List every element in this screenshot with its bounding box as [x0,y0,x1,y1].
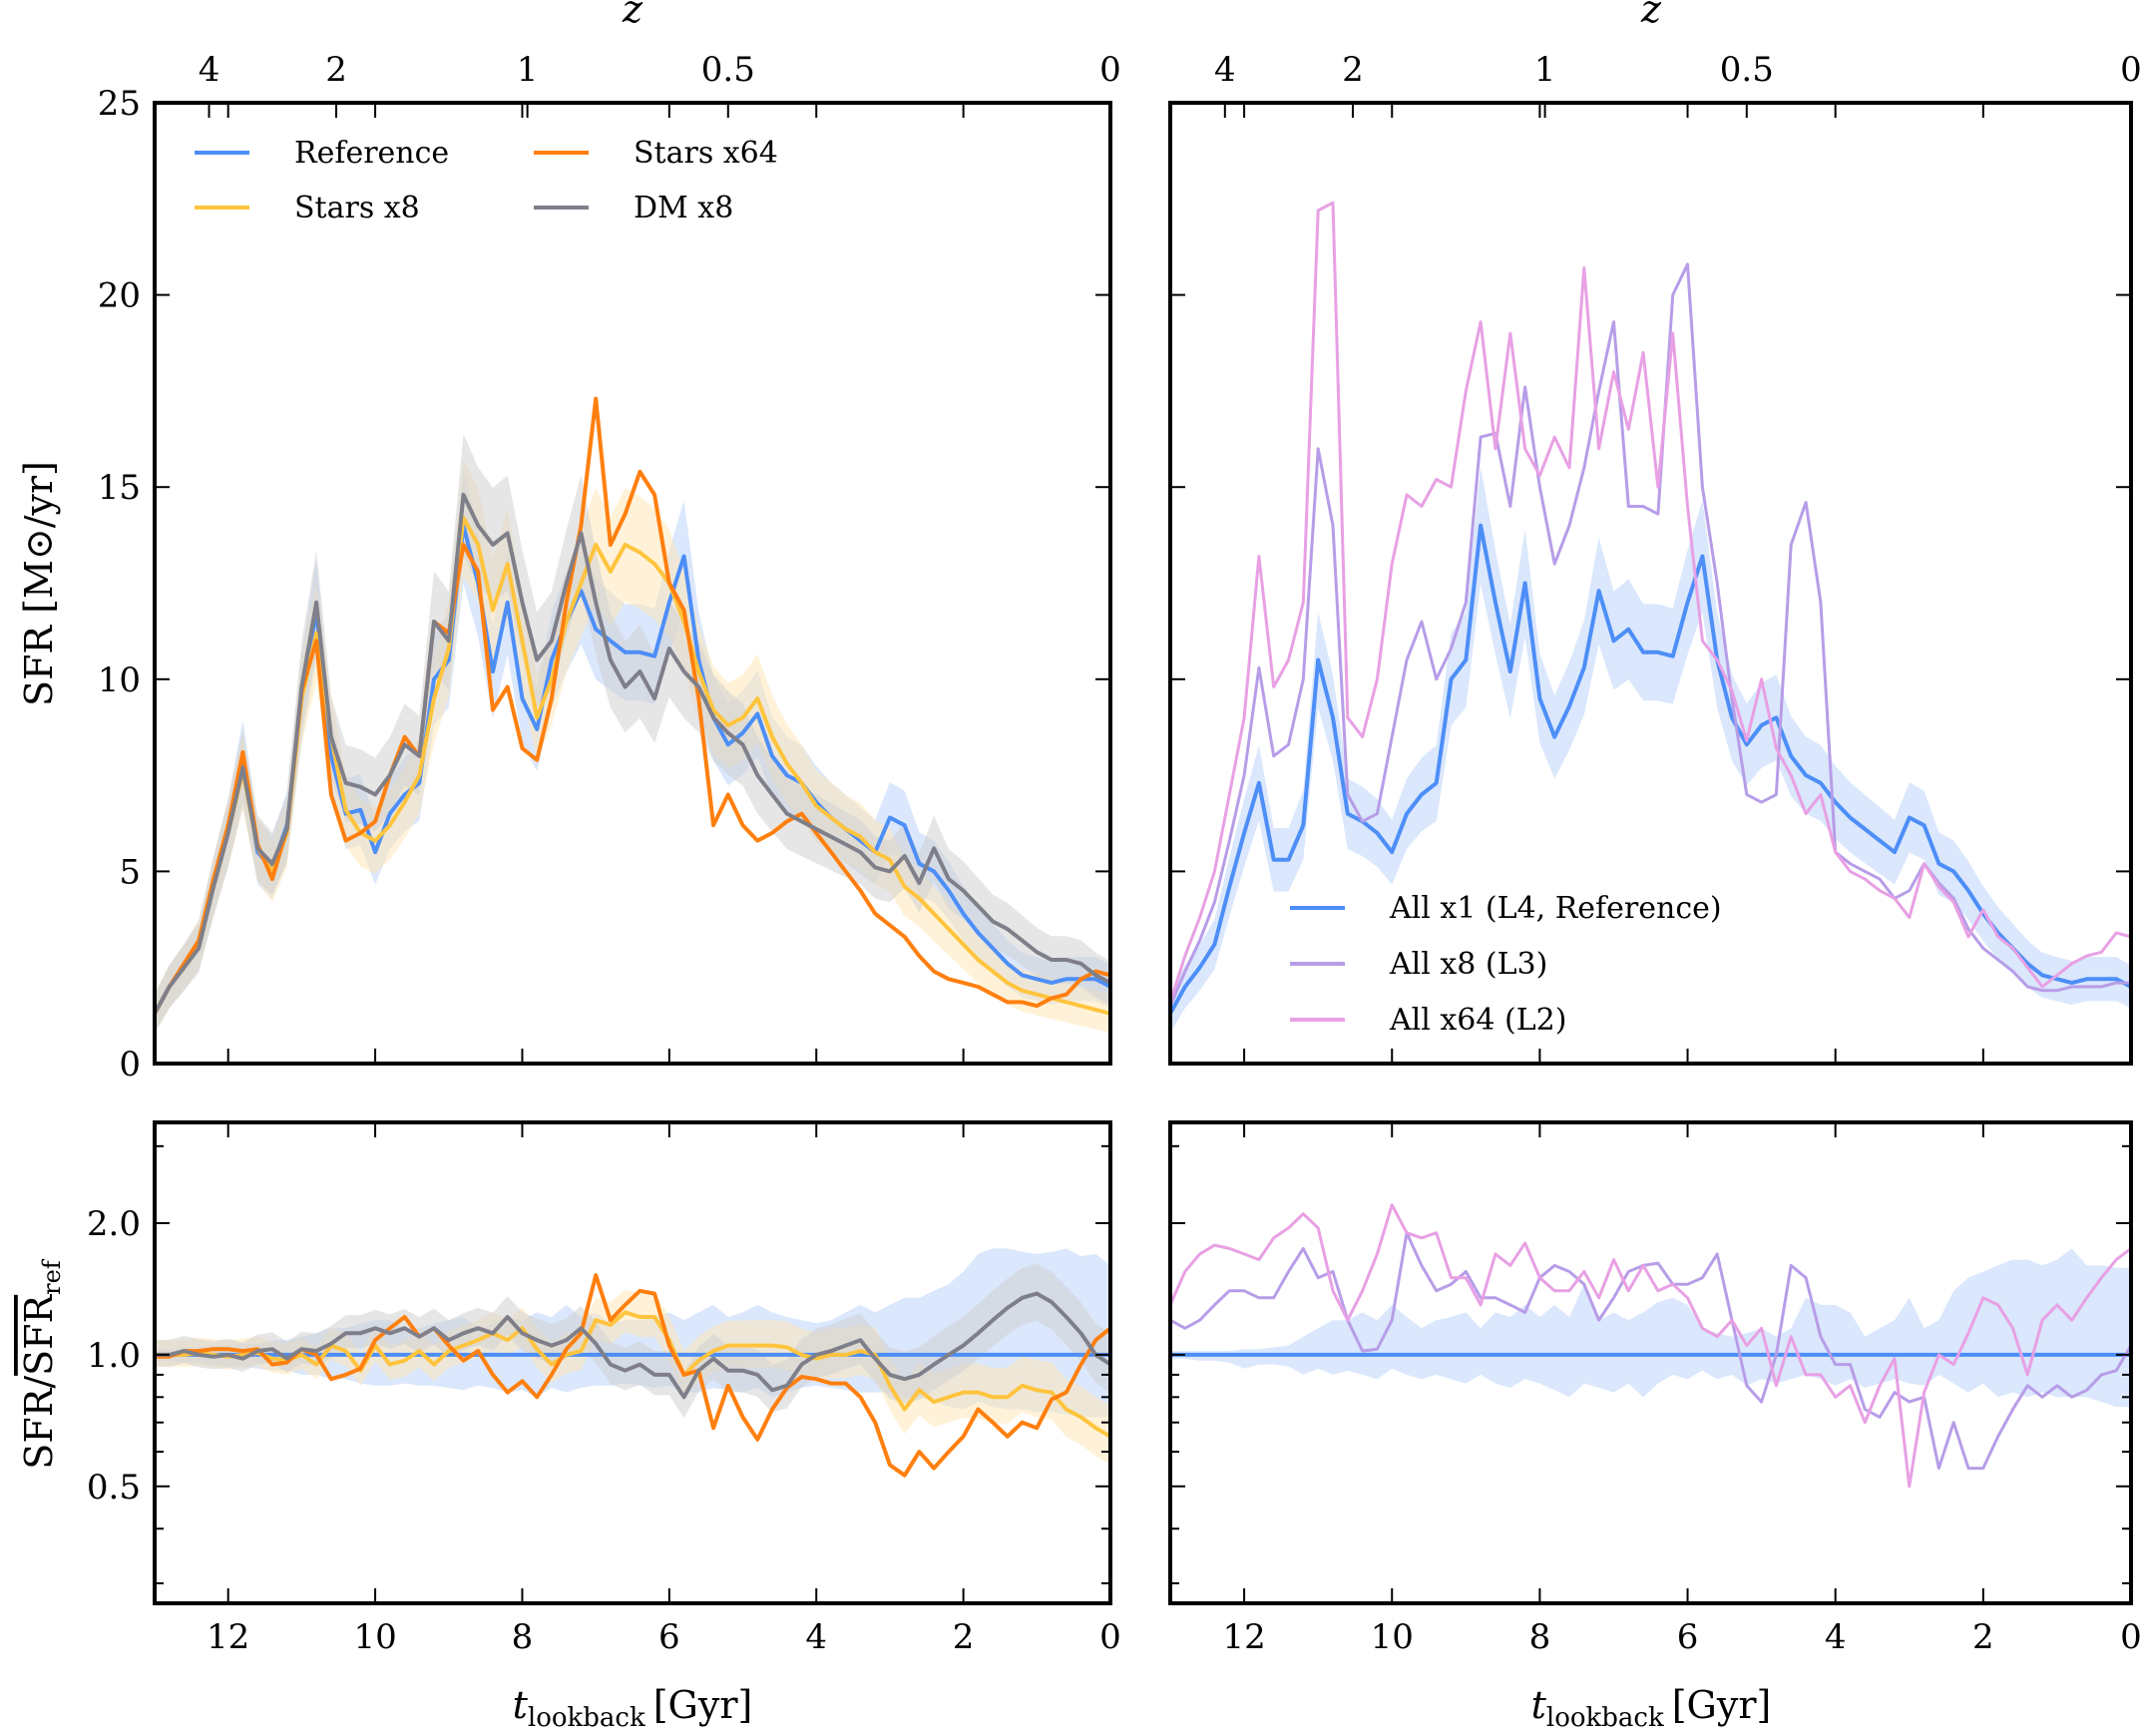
x-tick-label: 12 [1222,1617,1265,1657]
legend-label: DM x8 [634,191,733,225]
axes-frame [153,1120,1112,1605]
band-all-x1-l4-reference- [1170,467,2131,1034]
legend-label: Stars x8 [294,191,420,225]
legend: Reference Stars x8 Stars x64 DM x8 [195,136,778,225]
top-axis-label-left: z [622,0,643,31]
x-tick-label: 0 [1099,1617,1121,1657]
legend-item: Stars x64 [534,136,778,171]
svg-text:tlookback[Gyr]: tlookback [Gyr] [513,1683,753,1733]
x-tick-label: 8 [512,1617,534,1657]
band-stars-x8 [155,458,1110,1034]
x-tick-label: 12 [207,1617,249,1657]
axes-frame [1168,1120,2133,1605]
x-axis-label-left: tlookback [Gyr] [513,1683,753,1733]
y-tick-label: 25 [98,84,141,124]
y-label-denominator: SFR [17,1293,61,1375]
axes-frame [153,101,1112,1066]
legend-item: All x1 (L4, Reference) [1290,891,1722,926]
x-tick-label: 10 [1371,1617,1414,1657]
y-axis-label-bottom: SFR/SFRref [17,1258,66,1470]
band-dm-x8 [155,433,1110,1034]
z-tick-label: 4 [199,50,220,90]
legend-label: Stars x64 [634,136,778,171]
z-tick-label: 0.5 [1720,50,1774,90]
x-tick-label: 2 [1972,1617,1994,1657]
x-tick-label: 4 [1825,1617,1847,1657]
x-tick-label: 0 [2120,1617,2141,1657]
y-tick-label: 20 [98,276,141,316]
x-tick-label: 4 [805,1617,827,1657]
legend-item: All x8 (L3) [1290,947,1547,982]
y-tick-label: 10 [98,660,141,700]
series-line-all-x64-l2- [1170,201,2131,1003]
x-label-sub: lookback [1546,1703,1664,1733]
y-axis-label-bottom-text: SFR/SFRref [17,1258,66,1470]
band-dm-x8 [155,1263,1110,1419]
z-tick-label: 1 [517,50,539,90]
x-label-sub: lookback [528,1703,645,1733]
legend-item: Reference [195,136,449,171]
z-tick-label: 4 [1214,50,1236,90]
panel-top-right: 4 2 1 0.5 0 All x1 (L4, Reference) All x8 (L3)… [1168,50,2141,1066]
series-line-all-x8-l3- [1170,1231,2131,1471]
legend-item: DM x8 [534,191,733,225]
y-label-numerator: SFR/ [17,1376,61,1470]
y-tick-label: 2.0 [87,1204,141,1244]
x-tick-label: 8 [1529,1617,1551,1657]
panel-bottom-right: 12 10 8 6 4 2 0 [1168,1120,2141,1657]
plot-area [1170,1203,2131,1489]
plot-area [155,396,1110,1034]
series-line-stars-x64 [155,1273,1110,1478]
legend-label: All x8 (L3) [1389,947,1547,982]
legend-label: Reference [294,136,449,171]
z-tick-label: 0.5 [701,50,755,90]
legend-item: Stars x8 [195,191,420,225]
series-line-stars-x64 [155,396,1110,1015]
series-line-all-x1-l4-reference- [1170,523,2131,1015]
series-line-stars-x8 [155,1310,1110,1439]
y-tick-label: 1.0 [87,1336,141,1376]
y-tick-label: 0 [119,1045,141,1085]
y-tick-label: 5 [119,852,141,892]
panel-top-left: 4 2 1 0.5 0 0 5 10 15 20 25 Reference Stars x8 Stars … [98,50,1121,1085]
z-tick-label: 2 [1342,50,1364,90]
x-axis-label-right: tlookback [Gyr] [1531,1683,1772,1733]
series-line-all-x64-l2- [1170,1203,2131,1489]
z-tick-label: 2 [325,50,347,90]
z-tick-label: 0 [2120,50,2141,90]
top-axis-label-right: z [1640,0,1662,31]
x-tick-label: 6 [1677,1617,1699,1657]
legend: All x1 (L4, Reference) All x8 (L3) All x64… [1290,891,1722,1038]
z-tick-label: 1 [1534,50,1556,90]
y-axis-label-top: SFR [M⊙/yr] [17,461,61,706]
svg-text:tlookback[Gyr]: tlookback [Gyr] [1531,1683,1772,1733]
x-tick-label: 2 [953,1617,975,1657]
x-tick-label: 6 [658,1617,680,1657]
x-label-t: t [513,1683,529,1727]
z-tick-label: 0 [1099,50,1121,90]
y-tick-label: 15 [98,468,141,508]
x-label-unit: [Gyr] [1672,1683,1772,1727]
series-line-dm-x8 [155,492,1110,1015]
legend-label: All x1 (L4, Reference) [1389,891,1722,926]
x-label-unit: [Gyr] [653,1683,753,1727]
legend-item: All x64 (L2) [1290,1003,1566,1038]
panel-bottom-left: 12 10 8 6 4 2 0 0.5 1.0 2.0 [87,1120,1121,1657]
x-tick-label: 10 [353,1617,396,1657]
y-tick-label: 0.5 [87,1468,141,1508]
x-label-t: t [1531,1683,1547,1727]
y-label-denominator-sub: ref [38,1258,66,1295]
axes-frame [1168,101,2133,1066]
legend-label: All x64 (L2) [1389,1003,1566,1038]
plot-area [155,1248,1110,1478]
series-line-dm-x8 [155,1291,1110,1400]
plot-area [1170,201,2131,1034]
